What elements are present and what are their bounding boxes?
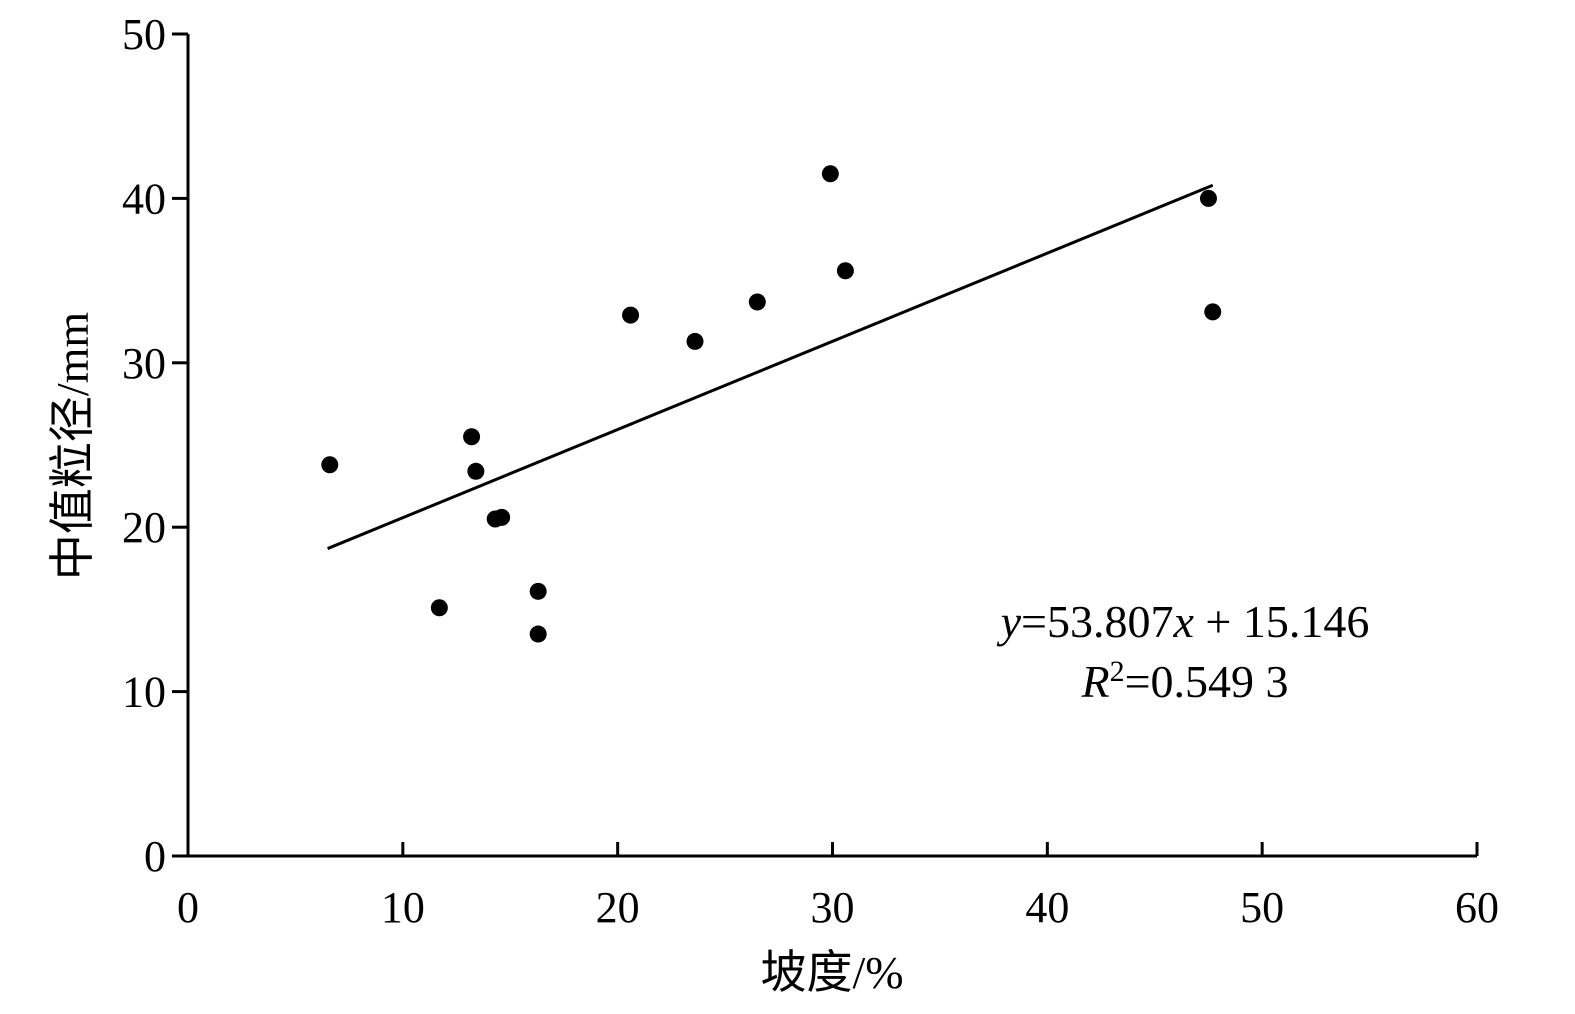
equation-intercept: + 15.146 [1194, 596, 1369, 647]
regression-equation: y=53.807x + 15.146 [997, 596, 1370, 647]
data-point [1199, 189, 1217, 207]
y-tick-label: 0 [144, 832, 166, 881]
y-tick-label: 40 [122, 174, 166, 223]
equation-y-var: y [997, 596, 1022, 647]
y-tick-label: 20 [122, 503, 166, 552]
regression-line [327, 183, 1214, 550]
r-squared-var: R [1080, 656, 1109, 707]
data-point [529, 582, 547, 600]
trendline-group [327, 183, 1214, 550]
data-point [622, 306, 640, 324]
data-point [321, 456, 339, 474]
x-axis-title: 坡度/% [760, 947, 903, 998]
data-point [686, 332, 704, 350]
data-point [493, 508, 511, 526]
x-tick-label: 40 [1025, 883, 1069, 932]
x-tick-label: 20 [596, 883, 640, 932]
data-point [748, 293, 766, 311]
r-squared-superscript: 2 [1110, 655, 1125, 688]
data-point [836, 262, 854, 280]
y-ticks: 0 10 20 30 40 50 [122, 10, 188, 881]
equation-x-var: x [1173, 596, 1195, 647]
y-tick-label: 50 [122, 10, 166, 59]
data-point [463, 428, 481, 446]
x-tick-label: 10 [381, 883, 425, 932]
y-tick-label: 10 [122, 668, 166, 717]
data-point [821, 165, 839, 183]
y-axis-title: 中值粒径/mm [47, 312, 98, 581]
x-tick-label: 30 [811, 883, 855, 932]
data-point [1204, 303, 1222, 321]
y-tick-label: 30 [122, 339, 166, 388]
axes [186, 34, 1477, 858]
x-tick-label: 0 [177, 883, 199, 932]
data-point [430, 599, 448, 617]
x-ticks: 0 10 20 30 40 50 60 [177, 842, 1499, 932]
r-squared-label: R2=0.549 3 [1080, 655, 1288, 708]
x-tick-label: 50 [1240, 883, 1284, 932]
r-squared-value: =0.549 3 [1125, 656, 1289, 707]
data-point [529, 625, 547, 643]
equation-slope: =53.807 [1021, 596, 1173, 647]
x-tick-label: 60 [1455, 883, 1499, 932]
data-points [321, 165, 1222, 643]
data-point [467, 462, 485, 480]
